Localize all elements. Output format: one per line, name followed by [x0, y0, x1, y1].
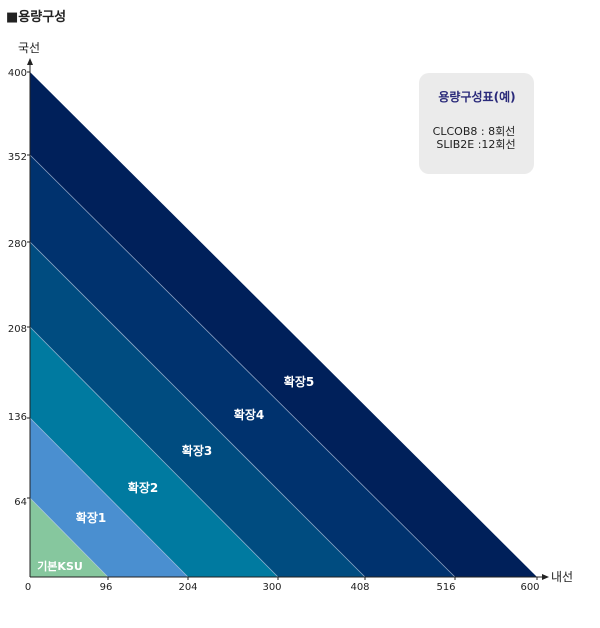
x-tick-label: 408 [350, 582, 369, 593]
region-label-basic-ksu: 기본KSU [37, 559, 83, 573]
y-tick-label: 64 [14, 497, 27, 508]
x-tick-label: 516 [436, 582, 455, 593]
region-label-expansion-5: 확장5 [284, 374, 314, 389]
y-axis-title: 국선 [18, 41, 40, 55]
x-axis-arrow [542, 574, 549, 580]
x-tick-label: 204 [178, 582, 197, 593]
x-tick-label: 300 [262, 582, 281, 593]
y-tick-label: 136 [8, 412, 27, 423]
y-tick-label: 208 [8, 324, 27, 335]
legend-box: 용량구성표(예) CLCOB8 : 8회선 SLIB2E :12회선 [419, 73, 534, 174]
region-label-expansion-1: 확장1 [76, 510, 106, 525]
y-tick-label: 280 [8, 239, 27, 250]
x-axis-title: 내선 [551, 570, 573, 584]
region-label-expansion-4: 확장4 [234, 407, 264, 422]
region-label-expansion-3: 확장3 [182, 443, 212, 458]
y-tick-label: 352 [8, 152, 27, 163]
x-tick-label: 96 [100, 582, 113, 593]
legend-line: CLCOB8 : 8회선 [433, 125, 516, 138]
page-title: ■용량구성 [6, 10, 67, 25]
region-label-expansion-2: 확장2 [128, 480, 158, 495]
y-axis-arrow [27, 58, 33, 65]
legend-title: 용량구성표(예) [438, 89, 515, 104]
y-tick-label: 400 [8, 68, 27, 79]
x-tick-label: 0 [25, 582, 31, 593]
legend-line: SLIB2E :12회선 [436, 138, 515, 151]
x-tick-label: 600 [520, 582, 539, 593]
